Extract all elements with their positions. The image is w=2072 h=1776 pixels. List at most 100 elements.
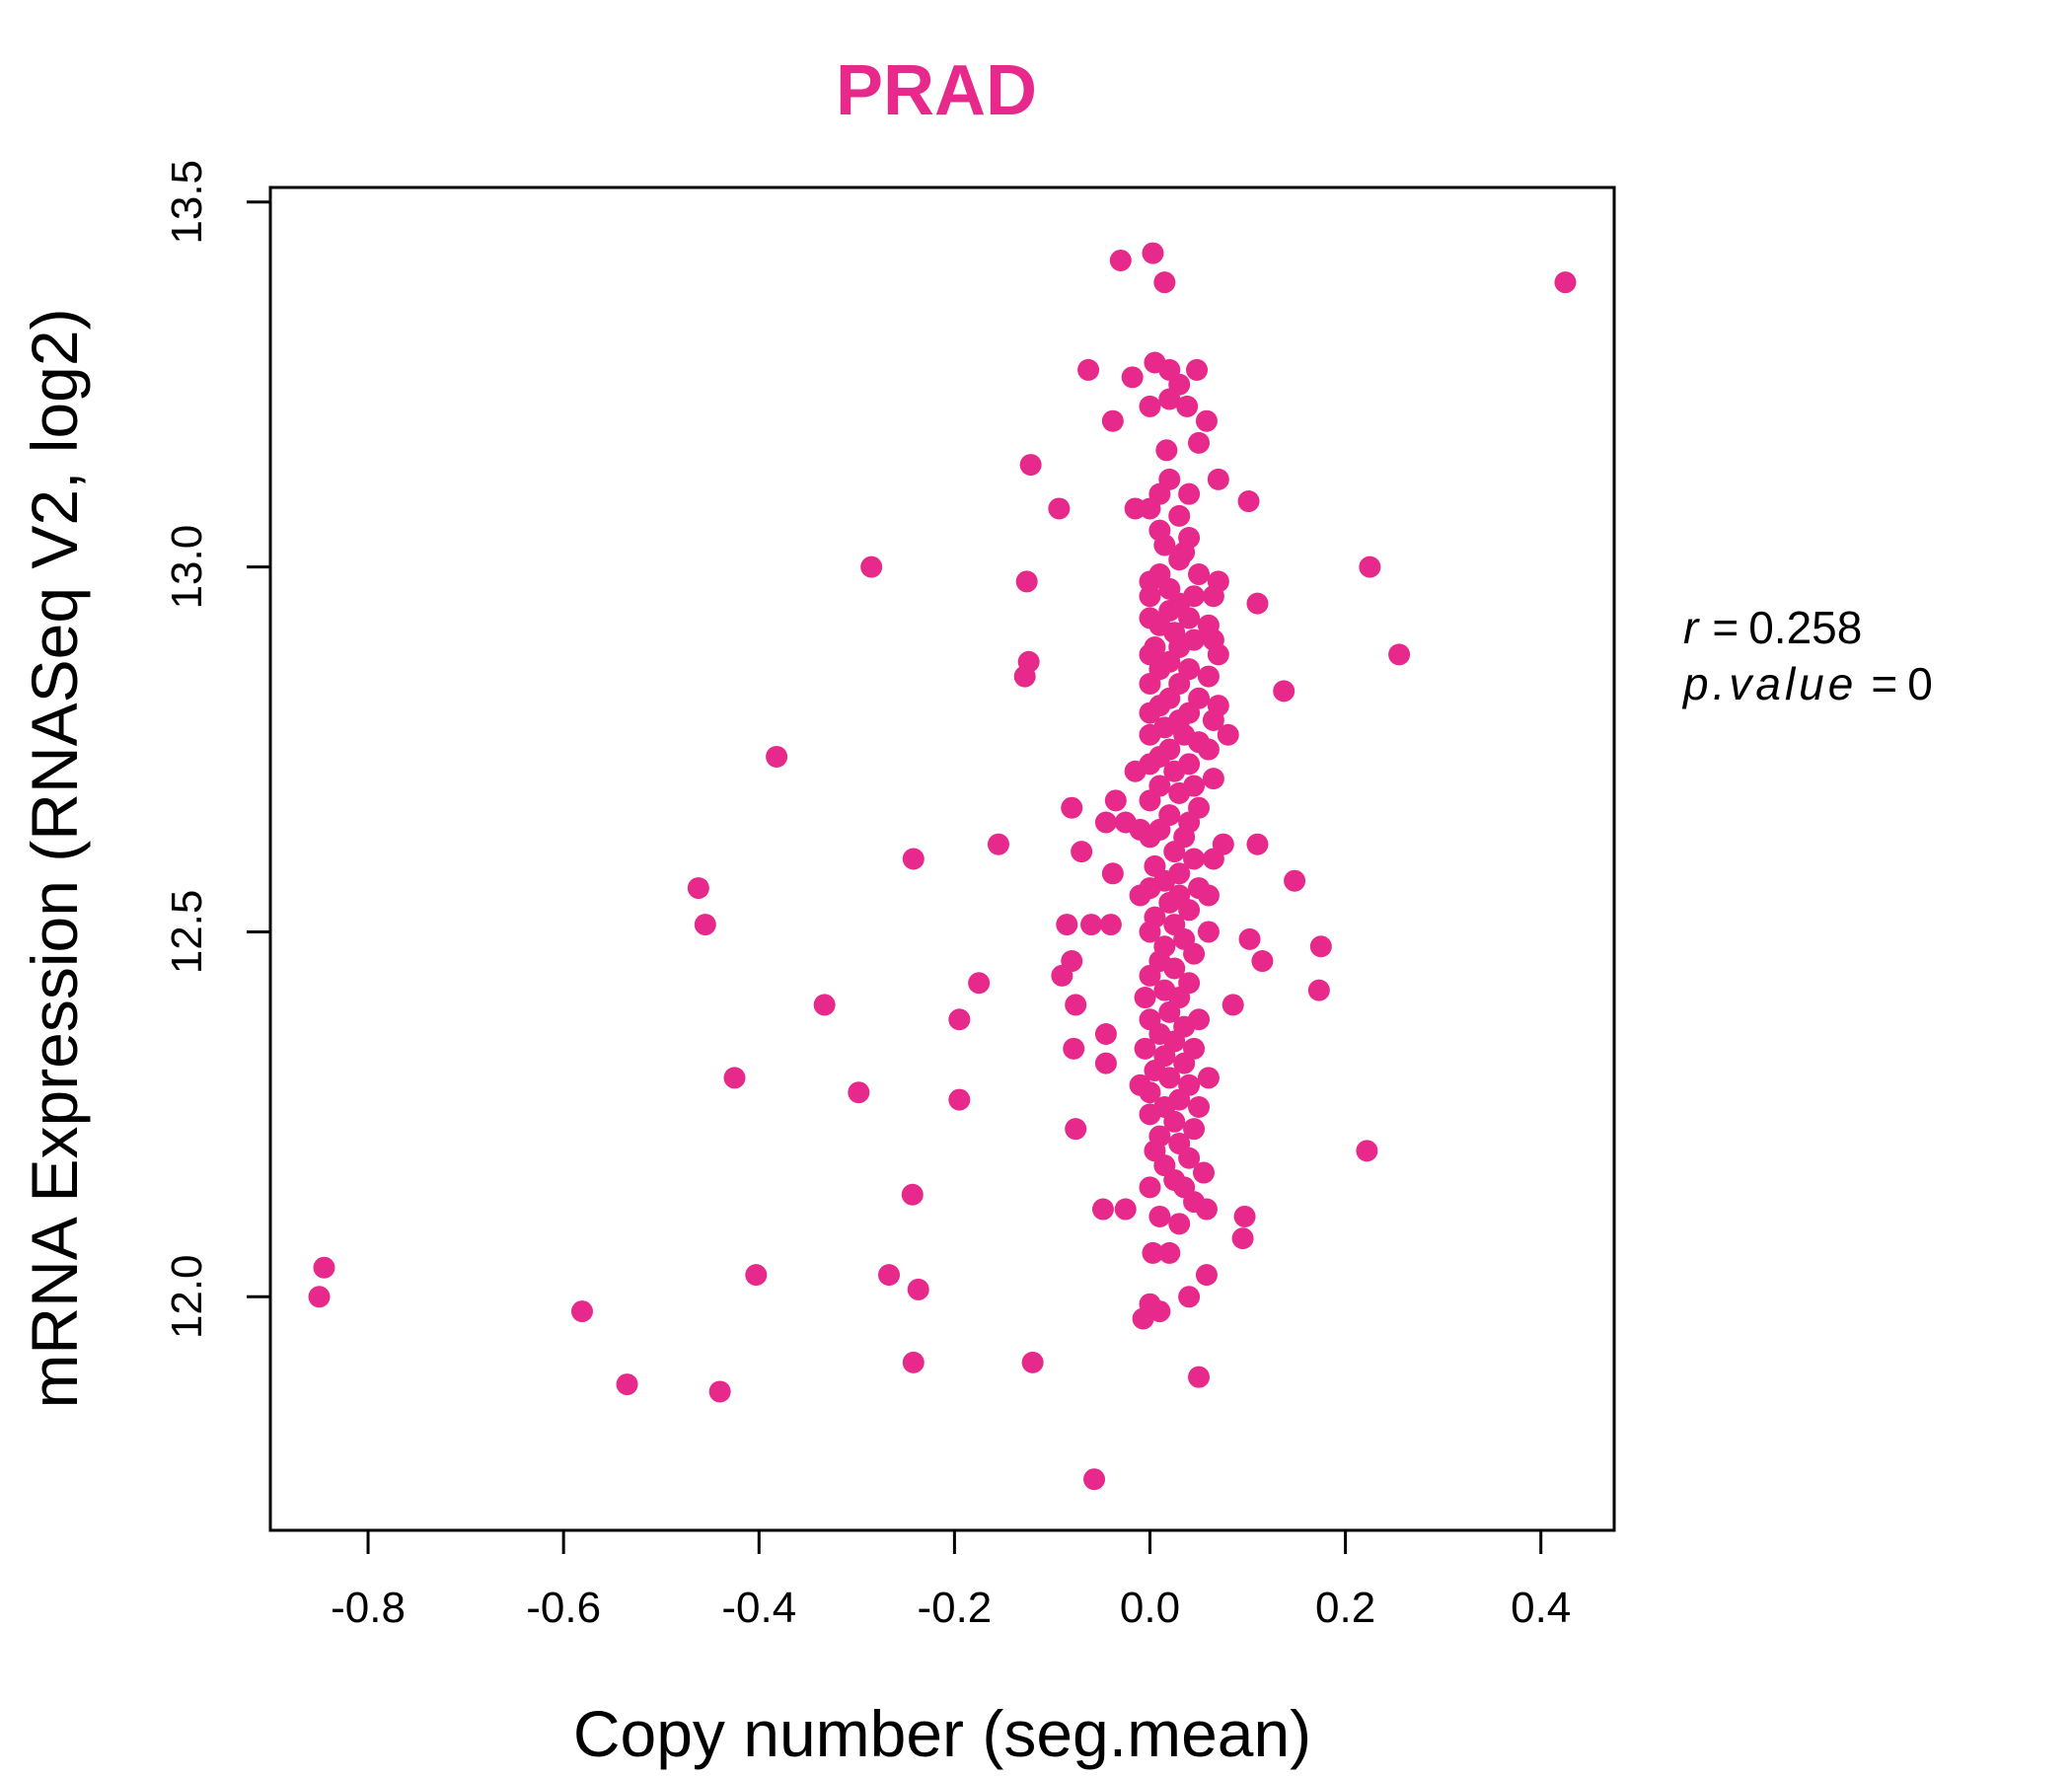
data-point: [1015, 570, 1038, 593]
data-point: [1195, 1198, 1218, 1221]
data-point: [1195, 1264, 1218, 1287]
y-tick-label: 13.5: [163, 160, 211, 245]
data-point: [901, 1183, 924, 1206]
data-point: [1158, 1067, 1181, 1089]
data-point: [1134, 1037, 1156, 1060]
data-point: [1056, 914, 1078, 936]
p-value-statistic: p.value = 0: [1681, 658, 1933, 709]
data-point: [1139, 1103, 1161, 1126]
data-point: [1158, 388, 1181, 410]
data-point: [1129, 884, 1151, 907]
data-point: [1163, 1110, 1186, 1133]
data-point: [1202, 585, 1224, 608]
data-point: [1155, 439, 1178, 462]
data-point: [1163, 841, 1186, 863]
data-point: [1168, 1213, 1191, 1235]
data-point: [1142, 242, 1164, 264]
data-point: [1139, 964, 1161, 987]
x-tick-label: 0.4: [1511, 1584, 1571, 1632]
data-point: [1139, 723, 1161, 746]
x-tick-label: 0.0: [1120, 1584, 1180, 1632]
x-tick-label: -0.8: [331, 1584, 406, 1632]
data-point: [1101, 862, 1124, 885]
data-point: [1158, 1000, 1181, 1023]
data-point: [1359, 555, 1381, 578]
data-point: [1121, 366, 1144, 389]
data-point: [1139, 585, 1161, 608]
data-point: [1197, 921, 1220, 943]
data-point: [948, 1088, 971, 1111]
data-point: [1188, 431, 1211, 454]
data-point: [1077, 358, 1100, 381]
data-point: [1051, 964, 1073, 987]
data-point: [1284, 869, 1306, 892]
data-point: [1094, 1023, 1117, 1046]
data-point: [1207, 643, 1229, 666]
r-statistic: r = 0.258: [1683, 602, 1862, 653]
plot-frame: [268, 185, 1616, 1532]
data-point: [308, 1286, 331, 1308]
data-point: [1083, 1468, 1106, 1491]
data-point: [1099, 914, 1122, 936]
x-tick-label: -0.6: [526, 1584, 601, 1632]
data-point: [1178, 1286, 1201, 1308]
data-point: [878, 1264, 901, 1287]
data-point: [708, 1380, 731, 1403]
y-axis-label: mRNA Expression (RNASeq V2, log2): [18, 308, 91, 1408]
data-point: [1207, 468, 1229, 490]
y-tick-label: 13.0: [163, 525, 211, 610]
data-point: [1109, 249, 1132, 271]
y-tick-label: 12.0: [163, 1254, 211, 1339]
data-point: [1251, 950, 1274, 973]
data-point: [1139, 1081, 1161, 1104]
data-point: [1139, 702, 1161, 724]
data-point: [902, 848, 925, 870]
y-tick-label: 12.5: [163, 890, 211, 975]
data-point: [687, 877, 709, 900]
data-point: [1356, 1140, 1378, 1162]
x-tick-label: -0.2: [917, 1584, 992, 1632]
data-point: [1188, 1366, 1211, 1388]
x-tick-label: -0.4: [721, 1584, 796, 1632]
data-point: [813, 994, 836, 1016]
data-point: [1142, 1241, 1164, 1264]
data-point: [616, 1373, 638, 1396]
data-point: [1168, 549, 1191, 571]
data-point: [1065, 1118, 1087, 1141]
data-point: [1080, 914, 1103, 936]
data-point: [1183, 848, 1206, 870]
data-point: [1273, 680, 1295, 703]
data-point: [1163, 760, 1186, 782]
data-point: [1153, 534, 1176, 556]
chart-title: PRAD: [836, 51, 1037, 130]
data-point: [1101, 409, 1124, 432]
data-point: [1246, 592, 1269, 615]
data-point: [1139, 826, 1161, 849]
data-point: [1178, 482, 1201, 505]
data-point: [723, 1067, 746, 1089]
data-point: [848, 1081, 870, 1104]
data-point: [1195, 409, 1218, 432]
data-point: [968, 972, 991, 995]
data-point: [1153, 271, 1176, 294]
data-point: [1188, 1095, 1211, 1118]
data-point: [1148, 1205, 1171, 1227]
data-point: [1158, 1241, 1181, 1264]
data-point: [1139, 497, 1161, 520]
data-point: [1221, 994, 1244, 1016]
data-point: [1148, 1300, 1171, 1323]
data-point: [1237, 490, 1260, 513]
data-point: [313, 1256, 335, 1279]
data-point: [1168, 781, 1191, 804]
r-value: 0.258: [1748, 602, 1862, 653]
data-point: [1202, 768, 1224, 790]
p-value: 0: [1907, 658, 1933, 709]
data-point: [1238, 927, 1261, 950]
data-point: [1192, 1161, 1215, 1184]
data-point: [1246, 833, 1269, 855]
data-point: [1139, 789, 1161, 812]
data-point: [1307, 979, 1330, 1001]
data-point: [1139, 672, 1161, 695]
data-point: [1388, 643, 1411, 666]
x-tick-label: 0.2: [1315, 1584, 1375, 1632]
